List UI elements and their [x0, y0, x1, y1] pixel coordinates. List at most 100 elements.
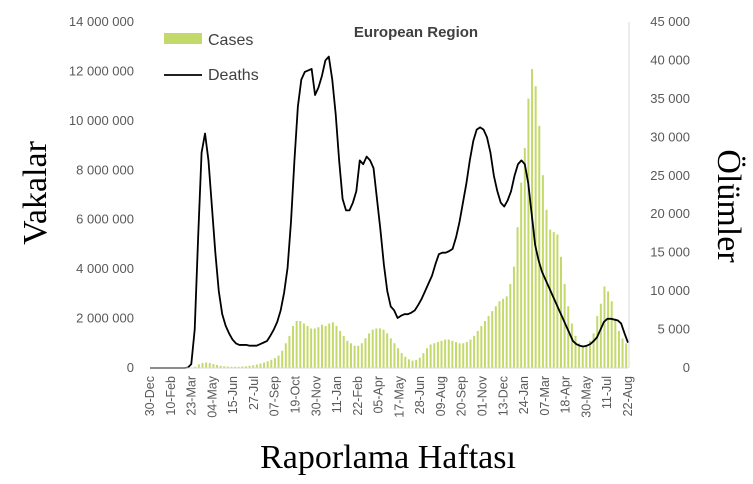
case-bar [215, 365, 218, 368]
case-bar [462, 343, 465, 368]
case-bar [567, 306, 570, 368]
case-bar [436, 342, 439, 368]
case-bar [407, 359, 410, 368]
case-bar [473, 335, 476, 368]
case-bar [244, 366, 247, 368]
y-axis-left-label: Vakalar [17, 140, 54, 245]
case-bar [248, 365, 251, 368]
x-tick-label: 07-Mar [538, 376, 552, 416]
case-bar [581, 345, 584, 368]
x-tick-label: 27-Jul [247, 376, 261, 410]
x-tick-label: 13-Dec [496, 376, 510, 416]
case-bar [299, 321, 302, 368]
y-right-tick-label: 40 000 [650, 52, 690, 67]
case-bar [516, 227, 519, 368]
case-bar [313, 328, 316, 368]
case-bar [255, 364, 258, 368]
case-bar [599, 303, 602, 368]
case-bar [292, 325, 295, 368]
x-tick-label: 10-Feb [164, 376, 178, 416]
case-bar [592, 333, 595, 368]
case-bar [444, 339, 447, 368]
case-bar [205, 362, 208, 368]
y-axis-right-label: Ölümler [710, 149, 747, 263]
y-right-tick-label: 35 000 [650, 91, 690, 106]
case-bar [588, 340, 591, 368]
x-tick-label: 07-Sep [268, 376, 282, 416]
case-bar [212, 364, 215, 368]
case-bar [393, 343, 396, 368]
case-bar [563, 283, 566, 368]
case-bar [208, 363, 211, 368]
case-bar [415, 359, 418, 368]
y-left-tick-label: 0 [127, 360, 134, 375]
case-bar [328, 323, 331, 368]
deaths-line [150, 55, 629, 369]
case-bar [458, 343, 461, 368]
case-bar [451, 340, 454, 368]
case-bar [234, 366, 237, 368]
x-tick-label: 23-Mar [185, 376, 199, 416]
case-bar [310, 328, 313, 368]
case-bar [364, 338, 367, 368]
case-bar [317, 327, 320, 368]
legend: Cases Deaths [164, 32, 259, 84]
y-right-tick-label: 20 000 [650, 206, 690, 221]
case-bar [349, 343, 352, 368]
case-bar [404, 356, 407, 368]
case-bar [241, 366, 244, 368]
case-bar [534, 86, 537, 368]
case-bar [389, 338, 392, 368]
x-tick-label: 28-Jun [413, 376, 427, 414]
case-bar [480, 325, 483, 368]
case-bar [520, 182, 523, 368]
case-bar [302, 323, 305, 368]
x-tick-label: 30-Nov [309, 375, 323, 416]
chart-title: European Region [354, 24, 478, 41]
case-bar [270, 359, 273, 368]
case-bar [201, 363, 204, 368]
case-bar [578, 343, 581, 368]
x-tick-label: 20-Sep [455, 376, 469, 416]
case-bar [476, 330, 479, 368]
y-left-tick-label: 2 000 000 [76, 311, 134, 326]
case-bar [281, 350, 284, 368]
case-bar [447, 339, 450, 368]
case-bar [422, 353, 425, 368]
case-bar [353, 345, 356, 368]
case-bar [382, 329, 385, 368]
case-bar [429, 344, 432, 368]
case-bar [346, 340, 349, 368]
case-bar [400, 353, 403, 368]
case-bar [321, 324, 324, 368]
y-left-tick-label: 6 000 000 [76, 212, 134, 227]
case-bar [252, 365, 255, 368]
legend-cases-swatch [164, 33, 202, 44]
x-tick-label: 11-Jul [600, 376, 614, 409]
case-bar [263, 362, 266, 368]
x-tick-label: 01-Nov [476, 375, 490, 416]
case-bar [487, 316, 490, 368]
case-bar [538, 125, 541, 368]
case-bar [295, 321, 298, 368]
case-bar [574, 335, 577, 368]
y-right-tick-label: 45 000 [650, 14, 690, 29]
case-bar [335, 325, 338, 368]
case-bar [339, 330, 342, 368]
y-right-tick-label: 10 000 [650, 283, 690, 298]
case-bar [596, 316, 599, 368]
case-bar [585, 345, 588, 368]
x-tick-label: 09-Aug [434, 376, 448, 416]
legend-cases-label: Cases [208, 32, 253, 49]
case-bar [527, 98, 530, 368]
case-bar [194, 366, 197, 368]
case-bar [378, 328, 381, 368]
case-bar [357, 345, 360, 368]
case-bar [288, 335, 291, 368]
case-bar [331, 322, 334, 368]
case-bar [426, 348, 429, 368]
x-tick-label: 11-Jan [330, 376, 344, 413]
case-bar [371, 329, 374, 368]
y-left-tick-label: 10 000 000 [69, 113, 134, 128]
